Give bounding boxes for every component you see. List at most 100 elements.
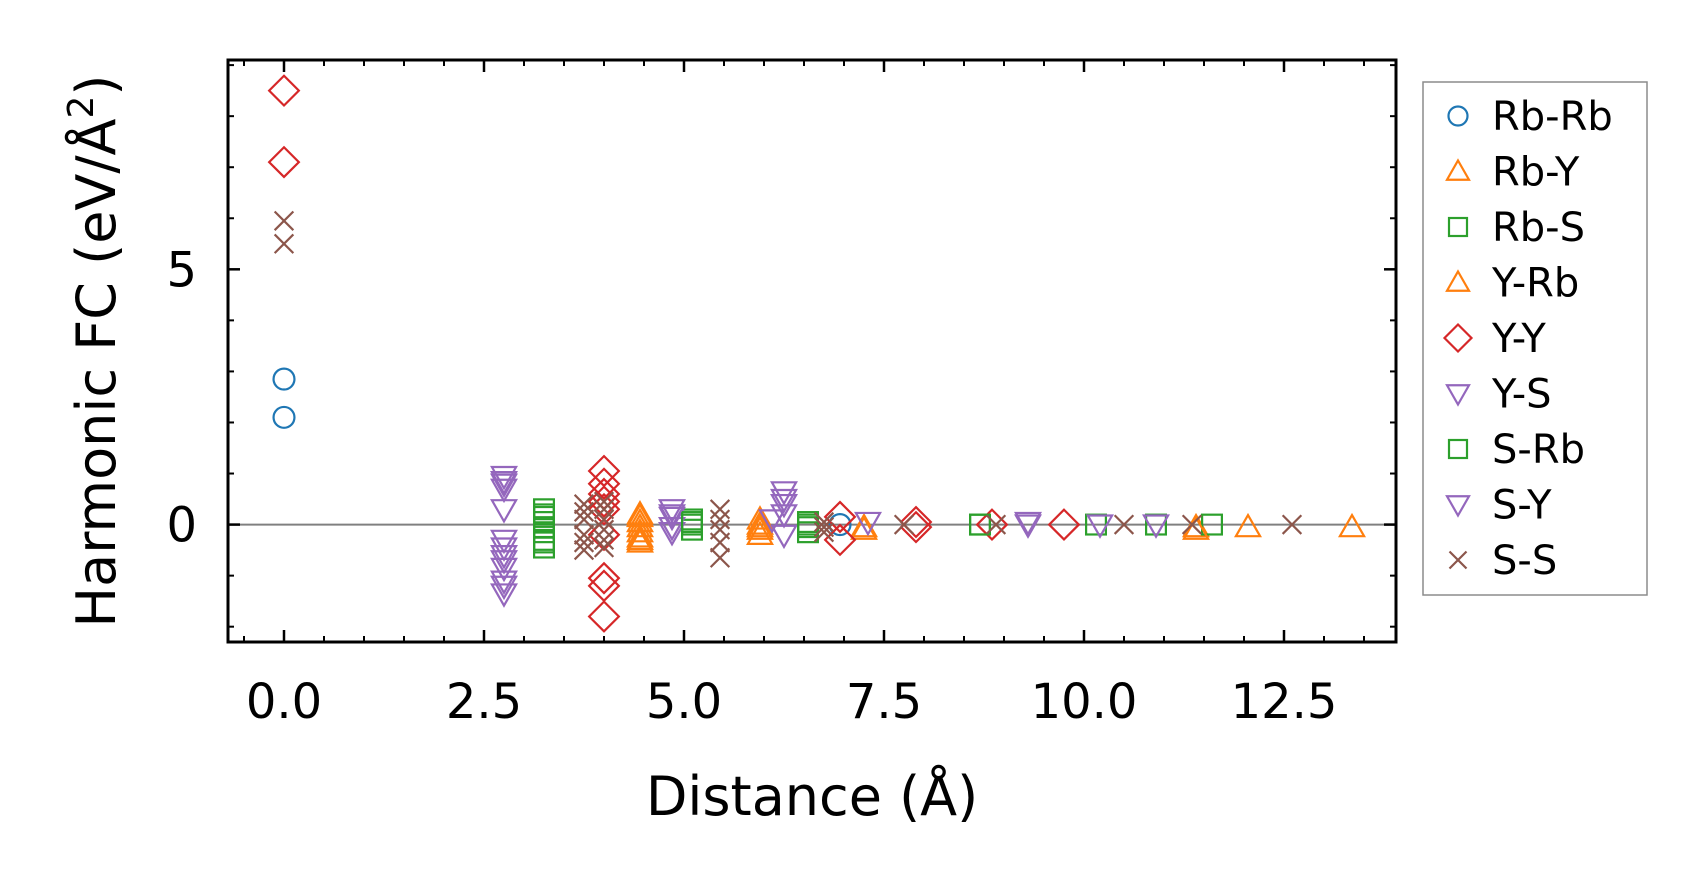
data-point-s-s <box>709 532 731 553</box>
legend-marker-rb-y <box>1445 158 1471 181</box>
data-point-y-y <box>267 145 301 179</box>
data-point-s-s <box>985 514 1007 535</box>
data-point-s-s <box>893 514 915 535</box>
legend-item-y-rb: Y-Rb <box>1445 261 1579 307</box>
legend-item-rb-s: Rb-S <box>1447 205 1585 251</box>
data-point-s-s <box>593 491 615 512</box>
data-point-rb-y <box>746 515 774 540</box>
series-s-rb <box>532 503 991 554</box>
data-point-y-s <box>770 524 798 550</box>
data-point-s-s <box>593 529 615 551</box>
data-point-s-s <box>573 501 595 522</box>
x-tick-label: 10.0 <box>1031 674 1138 730</box>
data-point-y-s <box>658 516 686 542</box>
data-point-y-s <box>490 557 518 583</box>
legend-marker-s-rb <box>1447 438 1469 460</box>
data-point-rb-y <box>850 512 878 538</box>
data-point-y-s <box>490 471 518 496</box>
x-axis-label: Distance (Å) <box>646 764 978 828</box>
series-s-y <box>490 473 1042 596</box>
data-point-rb-rb <box>272 405 296 429</box>
data-point-y-y <box>823 523 857 557</box>
data-point-s-y <box>658 504 686 529</box>
data-point-s-s <box>709 547 731 568</box>
data-point-y-y <box>587 485 621 519</box>
data-point-s-y <box>1014 514 1042 539</box>
data-point-y-s <box>490 550 518 575</box>
data-point-y-y <box>587 467 621 501</box>
data-point-y-y <box>587 492 621 526</box>
legend-label: Y-Y <box>1491 316 1546 362</box>
data-point-y-s <box>658 522 686 547</box>
data-point-y-rb <box>626 525 654 551</box>
data-point-s-s <box>593 499 615 520</box>
data-point-y-s <box>490 529 518 555</box>
series-rb-y <box>626 500 1366 553</box>
data-point-s-s <box>1113 514 1135 535</box>
data-point-s-s <box>273 233 295 254</box>
legend-label: S-Rb <box>1492 427 1585 473</box>
legend-label: S-Y <box>1492 483 1552 529</box>
legend-label: Rb-S <box>1492 205 1585 251</box>
data-point-s-rb <box>796 513 819 536</box>
data-point-rb-y <box>626 528 654 553</box>
legend-label: Rb-Y <box>1492 150 1580 196</box>
data-point-s-rb <box>680 511 703 534</box>
legend-marker-rb-s <box>1447 216 1469 238</box>
data-point-y-y <box>587 454 621 488</box>
legend-marker-y-y <box>1442 322 1474 354</box>
legend-marker-s-y <box>1445 495 1471 518</box>
y-axis-label-superscript: 2 <box>61 96 102 119</box>
data-point-s-s <box>593 537 615 558</box>
data-point-y-s <box>770 481 798 506</box>
data-point-y-s <box>1014 511 1042 537</box>
legend-item-s-s: S-S <box>1448 538 1557 584</box>
data-point-y-s <box>490 478 518 504</box>
x-tick-label: 7.5 <box>846 674 922 730</box>
plot-area <box>226 58 1398 644</box>
data-point-y-s <box>490 465 518 491</box>
legend-label: Y-S <box>1491 372 1552 418</box>
legend-item-rb-y: Rb-Y <box>1445 150 1580 196</box>
data-point-s-s <box>709 499 731 520</box>
data-point-rb-y <box>746 505 774 530</box>
data-point-y-s <box>490 545 518 570</box>
legend-marker-rb-rb <box>1447 105 1469 127</box>
data-point-y-y <box>587 561 621 595</box>
legend-item-rb-rb: Rb-Rb <box>1447 94 1613 140</box>
legend-label: S-S <box>1492 538 1557 584</box>
data-point-s-s <box>1281 514 1303 535</box>
data-point-y-s <box>490 499 518 524</box>
y-axis-label: Harmonic FC (eV/Å2) <box>61 75 128 628</box>
x-tick-label: 0.0 <box>246 674 322 730</box>
data-point-s-s <box>593 509 615 530</box>
series-s-s <box>273 210 1303 568</box>
y-tick-label: 5 <box>166 242 197 298</box>
data-point-y-y <box>587 600 621 633</box>
data-point-y-y <box>823 500 857 534</box>
data-point-rb-rb <box>272 367 296 391</box>
legend-marker-s-s <box>1448 550 1468 570</box>
x-tick-label: 2.5 <box>446 674 522 730</box>
series-y-s <box>490 465 1170 608</box>
data-point-y-rb <box>746 512 774 538</box>
data-point-rb-s <box>1200 513 1223 536</box>
data-point-rb-y <box>746 520 774 545</box>
data-point-y-s <box>1142 514 1170 539</box>
data-point-s-s <box>709 509 731 530</box>
data-point-y-y <box>587 569 621 603</box>
legend-item-s-y: S-Y <box>1445 483 1552 529</box>
y-axis-label-close: ) <box>65 75 128 96</box>
data-point-rb-y <box>1338 512 1366 538</box>
data-point-y-y <box>1047 508 1081 541</box>
data-point-s-s <box>573 494 595 515</box>
series-rb-rb <box>272 367 852 537</box>
data-point-y-y <box>587 518 621 552</box>
data-point-s-s <box>573 532 595 553</box>
data-point-y-rb <box>850 515 878 540</box>
x-tick-label: 12.5 <box>1231 674 1338 730</box>
legend-label: Rb-Rb <box>1492 94 1613 140</box>
legend: Rb-Rb Rb-Y Rb-S Y-Rb Y-Y Y-S S-Rb S-Y S-S <box>1422 81 1648 596</box>
axes-frame <box>226 58 1398 644</box>
